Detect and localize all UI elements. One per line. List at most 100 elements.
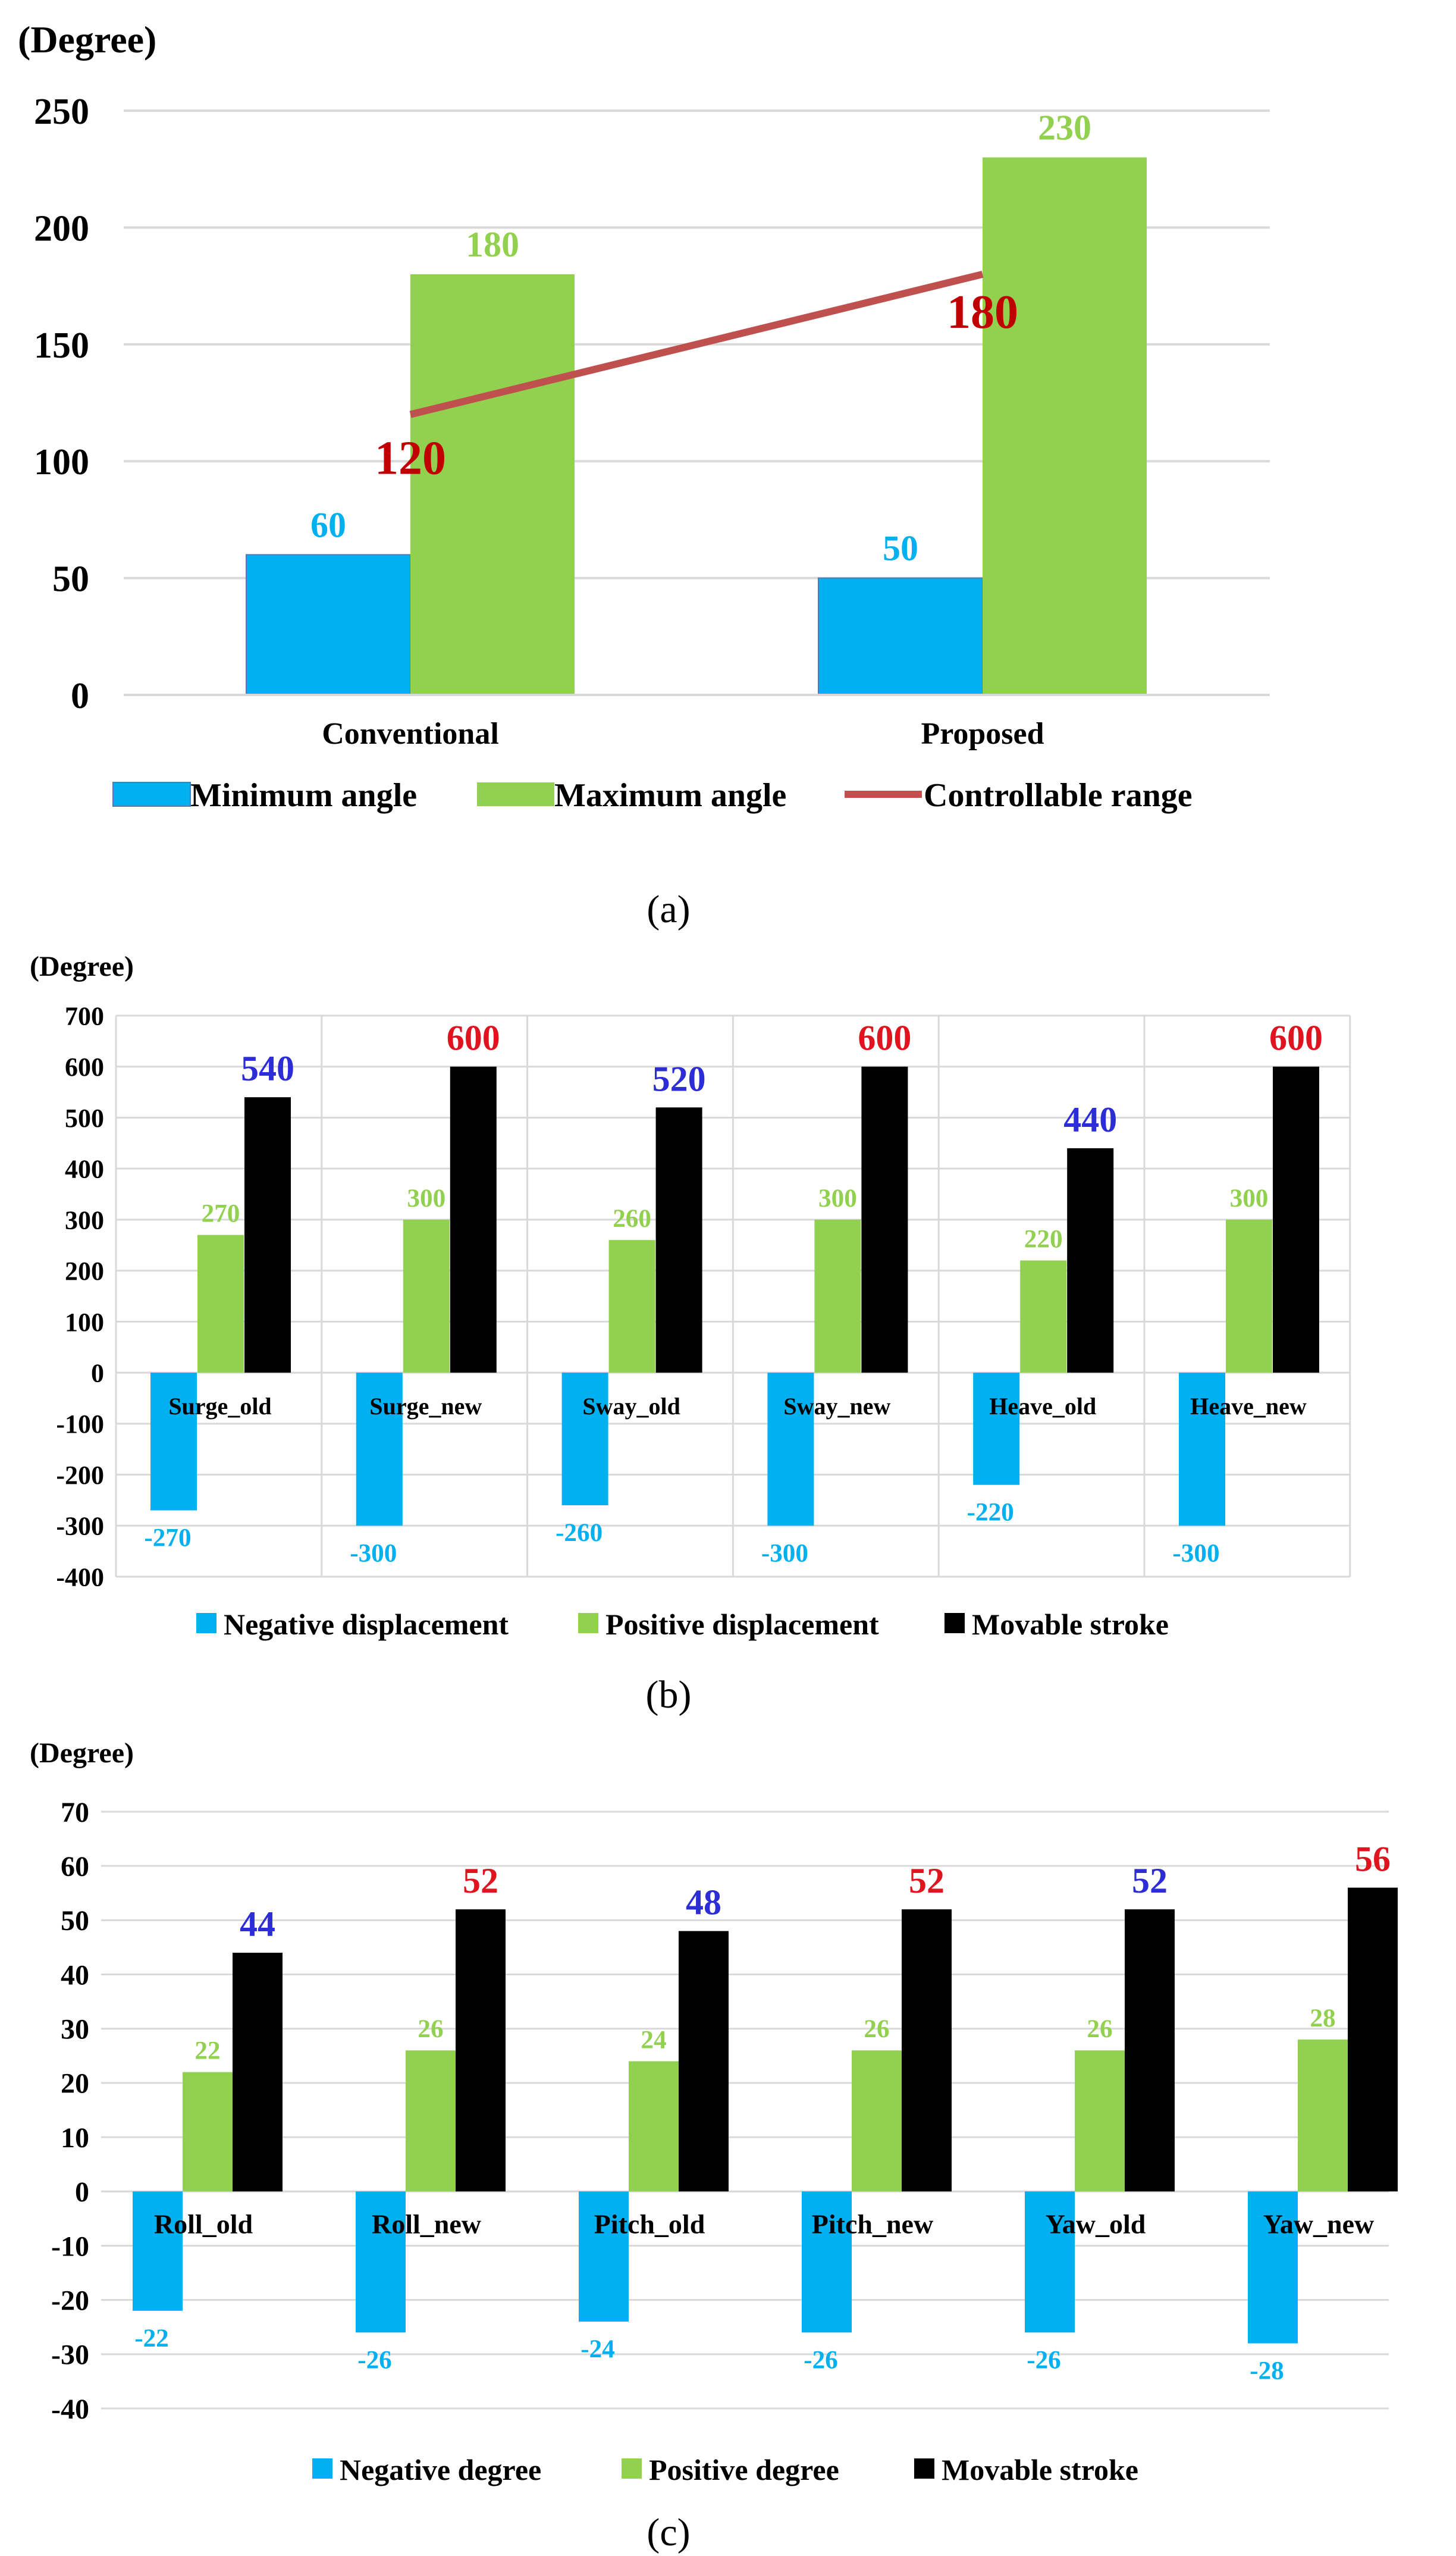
y-axis-title: (Degree) (30, 951, 134, 982)
bar-movable-stroke (861, 1066, 908, 1373)
x-category-label: Sway_old (582, 1393, 680, 1420)
x-category-label: Yaw_old (1046, 2209, 1146, 2239)
x-category-label: Heave_old (989, 1393, 1096, 1420)
bar-movable-stroke (679, 1931, 729, 2192)
data-label-positive: 270 (202, 1200, 240, 1228)
y-tick-label: 0 (71, 676, 89, 716)
x-category-label: Conventional (322, 717, 499, 751)
y-tick-label: 40 (61, 1959, 89, 1991)
y-tick-label: 250 (34, 92, 89, 132)
data-label-movable-stroke: 440 (1063, 1100, 1117, 1139)
data-label-positive: 26 (418, 2015, 443, 2043)
bar-negative (356, 2191, 406, 2333)
x-category-label: Heave_new (1190, 1393, 1307, 1420)
data-label-movable-stroke: 600 (447, 1019, 500, 1058)
caption-a: (a) (647, 888, 690, 931)
data-label-movable-stroke: 56 (1355, 1840, 1391, 1879)
bar-movable-stroke (233, 1953, 283, 2192)
y-tick-label: -100 (56, 1409, 104, 1439)
legend-label-minimum-angle: Minimum angle (190, 777, 417, 814)
y-tick-label: -300 (56, 1512, 104, 1541)
y-tick-label: -400 (56, 1562, 104, 1592)
legend-negative-swatch (196, 1613, 216, 1633)
data-label-positive: 22 (194, 2037, 220, 2065)
bar-movable-stroke (456, 1909, 506, 2192)
legend-movable-stroke-label: Movable stroke (942, 2453, 1138, 2486)
y-tick-label: 150 (34, 325, 89, 366)
data-label-minimum-angle: 50 (883, 529, 918, 568)
data-label-positive: 260 (613, 1205, 651, 1233)
data-label-maximum-angle: 230 (1038, 108, 1091, 148)
chart-b-translational-stroke: (Degree) -400 -300 -200 -100 0 100 200 300 400 500… (30, 951, 1351, 1716)
data-label-negative: -26 (1027, 2346, 1061, 2374)
data-label-positive: 26 (864, 2015, 889, 2043)
bar-positive (197, 1235, 244, 1373)
bar-negative (150, 1373, 197, 1511)
y-tick-label: 30 (61, 2014, 89, 2046)
data-label-movable-stroke: 600 (1269, 1019, 1323, 1058)
x-category-label: Yaw_new (1263, 2209, 1375, 2239)
data-label-maximum-angle: 180 (466, 225, 519, 264)
bar-minimum-angle (246, 554, 411, 696)
data-label-positive: 28 (1310, 2004, 1335, 2032)
y-tick-label: -200 (56, 1461, 104, 1490)
legend-swatch-minimum-angle (112, 782, 191, 807)
data-label-controllable-range: 120 (375, 433, 446, 485)
bar-positive (629, 2061, 679, 2192)
bar-negative (1248, 2191, 1298, 2344)
y-tick-label: 70 (61, 1797, 89, 1828)
y-tick-label: 200 (65, 1257, 104, 1286)
bar-negative (767, 1373, 814, 1526)
y-tick-label: -10 (51, 2231, 89, 2262)
y-tick-label: 700 (65, 1001, 104, 1030)
data-label-movable-stroke: 600 (858, 1019, 911, 1058)
x-category-label: Surge_new (369, 1393, 482, 1420)
y-axis-title: (Degree) (18, 18, 156, 61)
y-tick-label: 60 (61, 1851, 89, 1882)
bar-positive (608, 1240, 655, 1373)
caption-c: (c) (647, 2511, 690, 2554)
x-category-label: Surge_old (168, 1393, 271, 1420)
data-label-movable-stroke: 52 (463, 1861, 498, 1900)
data-label-positive: 300 (407, 1185, 445, 1213)
bar-movable-stroke (1125, 1909, 1175, 2192)
y-tick-label: 0 (75, 2176, 89, 2208)
data-label-movable-stroke: 540 (241, 1049, 294, 1088)
data-label-negative: -220 (967, 1499, 1014, 1527)
caption-b: (b) (646, 1673, 692, 1716)
y-tick-label: 100 (34, 442, 89, 483)
legend-label-maximum-angle: Maximum angle (554, 777, 786, 814)
y-tick-label: 10 (61, 2122, 89, 2154)
bar-positive (1020, 1260, 1067, 1373)
data-label-positive: 300 (1230, 1185, 1269, 1213)
bar-negative (973, 1373, 1020, 1485)
x-category-label: Pitch_new (812, 2209, 933, 2239)
legend-positive-label: Positive degree (649, 2453, 839, 2486)
data-label-negative: -260 (556, 1519, 603, 1547)
y-tick-label: 200 (34, 208, 89, 249)
data-label-positive: 26 (1087, 2015, 1112, 2043)
bar-positive (1226, 1219, 1272, 1373)
chart-a-controllable-angle: (Degree) 0 50 100 150 200 250 60 180 Conventional… (18, 18, 1270, 931)
data-label-negative: -26 (357, 2346, 392, 2374)
bar-negative (133, 2191, 183, 2311)
legend-label-controllable-range: Controllable range (924, 777, 1193, 814)
bar-movable-stroke (655, 1107, 702, 1373)
legend-negative-swatch (312, 2458, 332, 2479)
y-tick-label: 50 (61, 1905, 89, 1937)
y-tick-label: 500 (65, 1104, 104, 1133)
data-label-negative: -26 (804, 2346, 838, 2374)
bar-positive (814, 1219, 861, 1373)
data-label-negative: -300 (350, 1539, 397, 1567)
y-tick-label: -30 (51, 2339, 89, 2371)
bar-negative (356, 1373, 403, 1526)
y-axis-title: (Degree) (30, 1737, 134, 1769)
legend-positive-swatch (622, 2458, 642, 2479)
data-label-negative: -300 (1172, 1539, 1219, 1567)
bar-negative (1025, 2191, 1075, 2333)
legend-movable-stroke-label: Movable stroke (972, 1608, 1169, 1641)
y-tick-label: 20 (61, 2068, 89, 2100)
data-label-negative: -300 (761, 1539, 808, 1567)
y-tick-label: 50 (52, 559, 89, 600)
x-category-label: Proposed (921, 717, 1044, 751)
